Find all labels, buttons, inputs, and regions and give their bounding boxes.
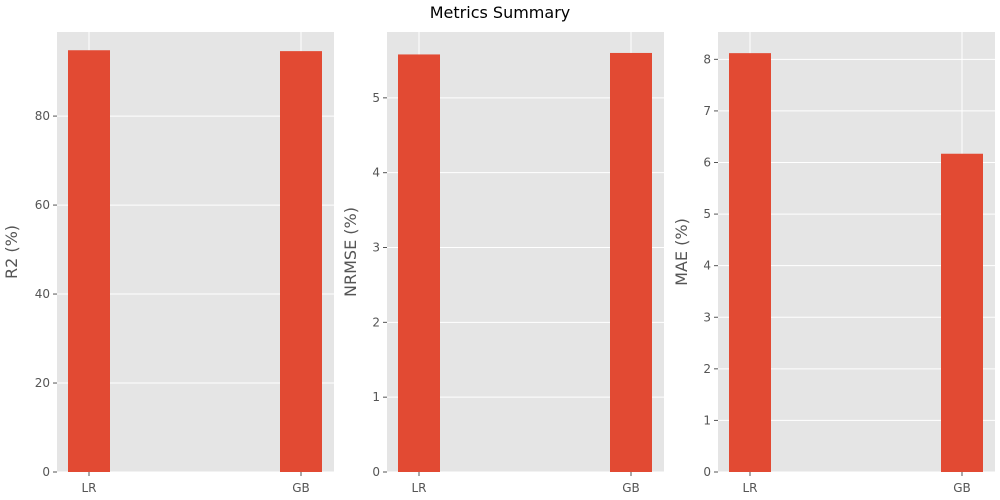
- nrmse-subplot: 0 1 2 3 4 5 LR GB NRMSE (%): [341, 32, 664, 495]
- y-axis-label: NRMSE (%): [341, 207, 360, 297]
- bar-lr: [398, 54, 440, 473]
- y-tick-label: 4: [703, 259, 711, 273]
- y-tick-label: 3: [703, 310, 711, 324]
- y-tick-label: 20: [35, 376, 50, 390]
- bar-gb: [610, 52, 652, 472]
- bar-lr: [729, 53, 771, 472]
- mae-subplot: 0 1 2 3 4 5 6 7 8 LR GB MAE (%): [672, 32, 995, 495]
- y-tick-label: 60: [35, 198, 50, 212]
- bar-gb: [941, 153, 983, 472]
- y-tick-label: 0: [703, 465, 711, 479]
- y-tick-label: 0: [372, 465, 380, 479]
- figure-title: Metrics Summary: [430, 3, 570, 22]
- y-tick-label: 0: [42, 465, 50, 479]
- y-tick-label: 1: [372, 390, 380, 404]
- x-tick-label: LR: [742, 481, 757, 495]
- y-axis-label: MAE (%): [672, 218, 691, 286]
- x-tick-label: LR: [81, 481, 96, 495]
- bar-lr: [68, 50, 110, 472]
- y-tick-label: 4: [372, 166, 380, 180]
- bar-gb: [280, 51, 322, 473]
- y-tick-label: 5: [703, 207, 711, 221]
- y-tick-label: 6: [703, 156, 711, 170]
- y-tick-label: 7: [703, 104, 711, 118]
- x-tick-label: GB: [953, 481, 971, 495]
- x-tick-label: GB: [622, 481, 640, 495]
- y-tick-label: 5: [372, 91, 380, 105]
- y-tick-label: 8: [703, 52, 711, 66]
- x-tick-label: LR: [411, 481, 426, 495]
- y-tick-label: 3: [372, 241, 380, 255]
- y-tick-label: 2: [372, 315, 380, 329]
- y-tick-label: 40: [35, 287, 50, 301]
- r2-subplot: 0 20 40 60 80 LR GB R2 (%): [2, 32, 334, 495]
- y-tick-label: 80: [35, 109, 50, 123]
- y-tick-label: 2: [703, 362, 711, 376]
- y-axis-label: R2 (%): [2, 225, 21, 279]
- y-tick-label: 1: [703, 413, 711, 427]
- x-tick-label: GB: [292, 481, 310, 495]
